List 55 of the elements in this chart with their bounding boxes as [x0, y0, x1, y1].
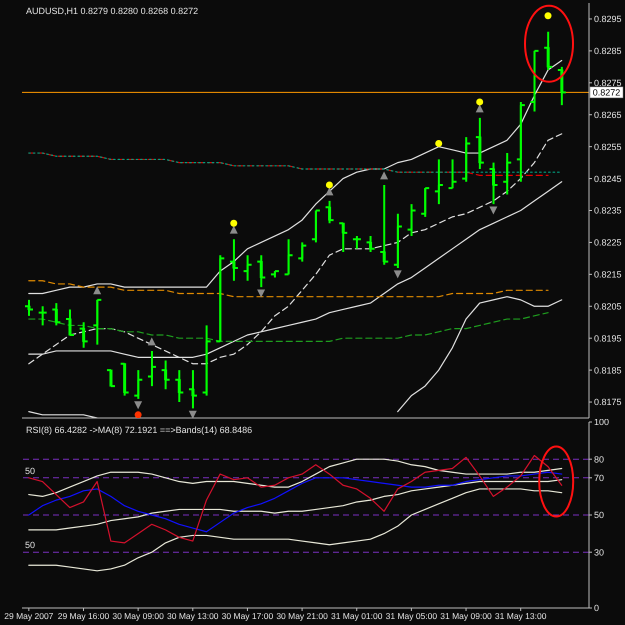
chart-title: AUDUSD,H1 0.8279 0.8280 0.8268 0.8272: [26, 6, 198, 17]
point: [230, 226, 238, 234]
point: [148, 337, 156, 346]
point: [134, 401, 142, 410]
x-tick-label: 30 May 21:00: [276, 611, 328, 622]
annotation: 50: [25, 466, 36, 476]
y-tick-label: 0.8195: [594, 333, 622, 344]
line-series: [28, 133, 562, 364]
y-tick-label: 70: [594, 472, 604, 483]
y-tick-label: 0.8235: [594, 206, 622, 216]
y-tick-label: 0.8185: [594, 365, 622, 376]
y-tick-label: 0.8225: [594, 238, 622, 248]
x-tick-label: 30 May 13:00: [167, 611, 219, 622]
annotation: 50: [25, 540, 36, 550]
y-tick-label: 30: [594, 547, 604, 558]
point: [257, 290, 266, 298]
chart-title: RSI(8) 66.4282 ->MA(8) 72.1921 ==>Bands(14) 68.8486: [26, 425, 252, 436]
x-tick-label: 30 May 09:00: [112, 611, 164, 622]
point: [380, 171, 388, 180]
y-tick-label: 0.8255: [594, 142, 622, 152]
point: [394, 270, 402, 278]
point: [544, 12, 552, 20]
point: [93, 286, 102, 294]
x-tick-label: 31 May 05:00: [386, 611, 438, 622]
line-series: [28, 280, 549, 298]
line-series: [28, 479, 562, 530]
y-tick-label: 80: [594, 454, 604, 464]
y-tick-label: 0: [594, 603, 600, 614]
point: [326, 181, 333, 188]
y-tick-label: 0.8275: [594, 78, 622, 88]
point: [435, 140, 442, 147]
y-tick-label: 0.8175: [594, 397, 622, 408]
x-tick-label: 31 May 13:00: [494, 611, 547, 622]
y-tick-label: 0.8295: [594, 14, 622, 24]
x-tick-label: 31 May 01:00: [330, 611, 383, 622]
point: [489, 206, 498, 214]
point: [325, 187, 334, 196]
point: [188, 410, 197, 418]
y-tick-label: 0.8205: [594, 301, 622, 312]
x-tick-label: 30 May 17:00: [222, 611, 274, 622]
y-tick-label: 0.8215: [594, 270, 622, 280]
y-tick-label: 0.8265: [594, 110, 622, 120]
y-tick-label: 100: [594, 417, 610, 428]
ref-line-label: 0.8272: [592, 87, 620, 98]
point: [476, 98, 484, 106]
y-tick-label: 0.8245: [594, 174, 622, 184]
y-tick-label: 0.8285: [594, 46, 622, 56]
point: [230, 220, 238, 227]
line-series: [28, 60, 562, 294]
y-tick-label: 50: [594, 510, 604, 520]
point: [134, 411, 142, 418]
point: [476, 104, 484, 112]
x-tick-label: 29 May 2007: [4, 611, 54, 622]
x-tick-label: 29 May 16:00: [58, 611, 110, 622]
x-tick-label: 31 May 09:00: [440, 611, 492, 622]
